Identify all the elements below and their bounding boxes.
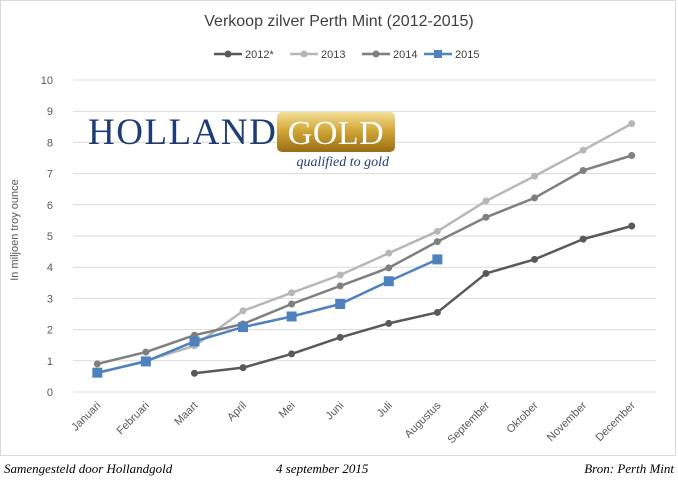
legend-marker: [224, 50, 232, 58]
series-line: [96, 154, 633, 366]
footer-source: Bron: Perth Mint: [584, 461, 674, 476]
series-2014: [93, 152, 636, 368]
logo-word-holland: HOLLAND: [88, 112, 277, 153]
hollandgold-logo: HOLLAND GOLD qualified to gold: [88, 112, 395, 170]
data-point: [93, 360, 101, 368]
data-point: [336, 282, 344, 290]
x-tick-label: April: [225, 400, 249, 424]
data-point: [239, 307, 247, 315]
y-tick-label: 6: [47, 200, 53, 212]
y-tick-label: 8: [47, 137, 53, 149]
data-point: [335, 299, 346, 310]
data-point: [288, 300, 296, 308]
y-axis-ticks: 0 1 2 3 4 5 6 7 8 9 10: [41, 75, 53, 399]
series-2015: [92, 254, 443, 378]
data-point: [433, 227, 441, 235]
y-tick-label: 1: [47, 356, 53, 368]
y-tick-label: 2: [47, 325, 53, 337]
footer-date: 4 september 2015: [276, 461, 369, 476]
data-point: [288, 289, 296, 297]
data-point: [239, 364, 247, 372]
x-tick-label: Oktober: [505, 399, 541, 435]
y-tick-label: 0: [47, 387, 53, 399]
data-point: [385, 319, 393, 327]
x-tick-label: Juli: [375, 400, 395, 420]
data-point: [579, 235, 587, 243]
data-point: [531, 194, 539, 202]
x-axis-ticks: Januari Februari Maart April Mei Juni Juli Augu…: [69, 399, 638, 446]
x-tick-label: December: [593, 399, 638, 444]
series-2012: [190, 222, 636, 377]
data-point: [531, 255, 539, 263]
x-tick-label: Januari: [69, 400, 103, 434]
data-point: [628, 152, 636, 160]
data-point: [142, 348, 150, 356]
legend-marker: [372, 50, 380, 58]
data-point: [531, 172, 539, 180]
footer-compiled-by: Samengesteld door Hollandgold: [4, 461, 173, 476]
legend-label: 2013: [321, 49, 345, 61]
logo-word-gold: GOLD: [288, 115, 384, 152]
data-point: [385, 249, 393, 257]
chart-legend: 2012* 2013 2014 2015: [214, 49, 479, 61]
legend-marker: [300, 50, 308, 58]
legend-item: 2012*: [214, 49, 274, 61]
data-point: [190, 369, 198, 377]
data-point: [482, 269, 490, 277]
y-tick-label: 5: [47, 231, 53, 243]
x-tick-label: Mei: [277, 400, 298, 421]
chart-frame: Verkoop zilver Perth Mint (2012-2015) 20…: [0, 0, 676, 456]
x-tick-label: September: [446, 399, 493, 446]
data-point: [482, 213, 490, 221]
y-tick-label: 10: [41, 75, 53, 87]
data-point: [482, 197, 490, 205]
data-point: [336, 333, 344, 341]
series-line: [194, 224, 633, 375]
data-point: [238, 322, 249, 333]
y-tick-label: 9: [47, 106, 53, 118]
logo-gold-plate: [277, 112, 395, 152]
legend-item: 2015: [424, 49, 479, 61]
legend-label: 2014: [393, 49, 417, 61]
x-tick-label: Juni: [324, 400, 347, 423]
y-tick-label: 3: [47, 293, 53, 305]
data-point: [579, 146, 587, 154]
data-point: [385, 264, 393, 272]
series-lines: [92, 120, 636, 378]
legend-marker: [434, 50, 442, 58]
data-point: [288, 350, 296, 358]
y-tick-label: 4: [47, 262, 53, 274]
chart-title: Verkoop zilver Perth Mint (2012-2015): [204, 13, 473, 30]
legend-item: 2014: [362, 49, 417, 61]
data-point: [432, 254, 443, 265]
data-point: [628, 222, 636, 230]
series-line: [97, 258, 438, 374]
y-tick-label: 7: [47, 169, 53, 181]
x-tick-label: Februari: [115, 400, 152, 437]
data-point: [140, 356, 151, 367]
data-point: [336, 271, 344, 279]
data-point: [579, 166, 587, 174]
data-point: [433, 308, 441, 316]
series-line: [96, 122, 633, 375]
x-tick-label: Augustus: [403, 399, 444, 440]
logo-tagline: qualified to gold: [296, 155, 390, 170]
data-point: [92, 367, 103, 378]
data-point: [286, 311, 297, 322]
data-point: [383, 276, 394, 287]
data-point: [628, 120, 636, 128]
line-chart: Verkoop zilver Perth Mint (2012-2015) 20…: [9, 13, 656, 446]
legend-item: 2013: [290, 49, 345, 61]
legend-label: 2012*: [245, 49, 274, 61]
x-tick-label: November: [545, 399, 590, 444]
legend-label: 2015: [455, 49, 479, 61]
data-point: [433, 238, 441, 246]
x-tick-label: Maart: [172, 400, 200, 428]
data-point: [189, 336, 200, 347]
y-axis-label: In miljoen troy ounce: [9, 179, 21, 281]
